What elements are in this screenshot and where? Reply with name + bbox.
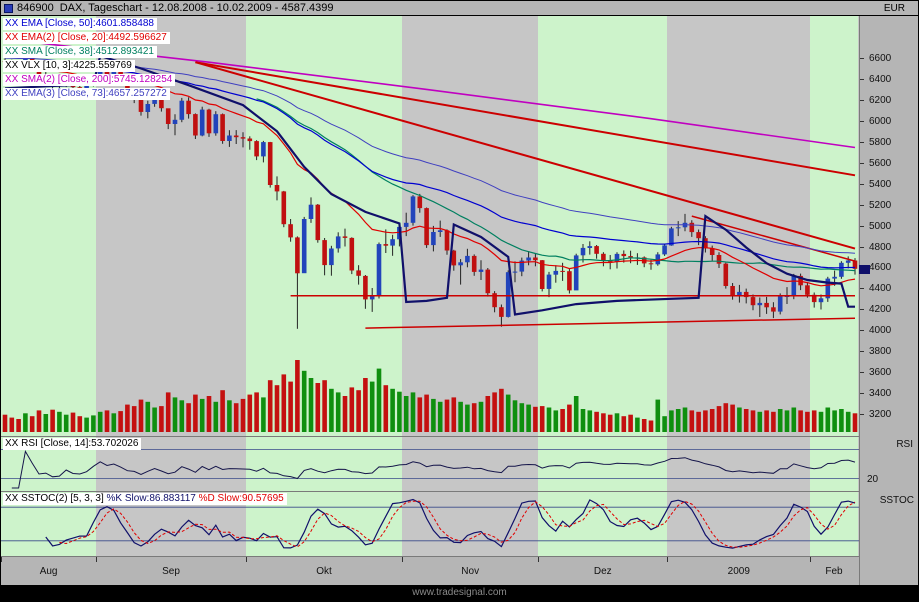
month-label-okt: Okt xyxy=(316,566,332,577)
price-tick-label: 5800 xyxy=(869,136,892,148)
indicator-label-1[interactable]: XX EMA(2) [Close, 20]:4492.596627 xyxy=(3,32,170,44)
price-tick-mark xyxy=(860,351,864,353)
price-tick-label: 3600 xyxy=(869,367,892,379)
indicator-label-3[interactable]: XX VLX [10, 3]:4225.559769 xyxy=(3,60,135,72)
month-tick xyxy=(96,557,98,562)
price-tick-mark xyxy=(860,99,864,101)
month-bands-layer xyxy=(1,16,859,557)
time-axis[interactable]: Aug Sep Okt Nov Dez 2009 Feb xyxy=(1,557,859,585)
axis-separator xyxy=(859,16,860,585)
drawing-trendline-0 xyxy=(195,61,856,177)
indicator-legend: XX EMA [Close, 50]:4601.858488 XX EMA(2) … xyxy=(3,18,176,102)
volume-bars xyxy=(2,360,858,432)
rsi-canvas[interactable] xyxy=(1,437,859,491)
price-tick-mark xyxy=(860,225,864,227)
indicator-label-2[interactable]: XX SMA [Close, 38]:4512.893421 xyxy=(3,46,157,58)
month-label-dez: Dez xyxy=(593,566,612,577)
drawing-trendline-1 xyxy=(195,61,856,250)
price-tick-mark xyxy=(860,288,864,290)
price-tick-label: 5400 xyxy=(869,178,892,190)
drawing-trendline-2 xyxy=(691,215,856,262)
stoch-d-line xyxy=(59,500,856,548)
price-tick-label: 4000 xyxy=(869,325,892,337)
watermark-bar: www.tradesignal.com xyxy=(1,585,918,601)
month-tick xyxy=(667,557,669,562)
month-label-sep: Sep xyxy=(162,566,180,577)
month-label-aug: Aug xyxy=(39,566,58,577)
price-tick-mark xyxy=(860,414,864,415)
sstoc-d-value: %D Slow:90.57695 xyxy=(195,493,284,504)
price-tick-label: 3800 xyxy=(869,346,892,358)
rsi-axis-title: RSI xyxy=(896,439,913,450)
price-tick-mark xyxy=(860,162,864,164)
title-bar: 846900 DAX, Tageschart - 12.08.2008 - 10… xyxy=(1,1,918,16)
price-tick-label: 4400 xyxy=(869,283,892,295)
sstoc-k-value: %K Slow:86.883117 xyxy=(106,493,196,504)
instrument-id: 846900 xyxy=(17,2,54,14)
indicator-label-4[interactable]: XX SMA(2) [Close, 200]:5745.128254 xyxy=(3,74,176,86)
month-tick xyxy=(810,557,812,562)
month-label-feb: Feb xyxy=(825,566,843,577)
price-tick-label: 3200 xyxy=(869,409,892,420)
rsi-tick-label: 20 xyxy=(867,474,879,486)
indicator-label-5[interactable]: XX EMA(3) [Close, 73]:4657.257272 xyxy=(3,88,170,100)
sstoc-canvas[interactable] xyxy=(1,492,859,556)
sstoc-axis-title: SSTOC xyxy=(879,495,914,506)
price-tick-mark xyxy=(860,141,864,143)
watermark: www.tradesignal.com xyxy=(412,587,507,598)
indicator-label-0[interactable]: XX EMA [Close, 50]:4601.858488 xyxy=(3,18,157,30)
price-tick-mark xyxy=(860,58,864,59)
rsi-line xyxy=(11,449,856,489)
price-tick-mark xyxy=(860,330,864,332)
price-tick-label: 6200 xyxy=(869,94,892,106)
month-tick xyxy=(245,557,247,562)
rsi-indicator-label[interactable]: XX RSI [Close, 14]:53.702026 xyxy=(3,438,142,450)
month-tick xyxy=(538,557,540,562)
sstoc-indicator-label[interactable]: XX SSTOC(2) [5, 3, 3] %K Slow:86.883117 … xyxy=(3,493,287,505)
month-band-aug xyxy=(1,16,97,557)
month-band-feb xyxy=(810,16,858,557)
price-tick-label: 5600 xyxy=(869,157,892,169)
last-price-marker xyxy=(859,264,870,274)
price-tick-label: 4200 xyxy=(869,304,892,316)
price-tick-mark xyxy=(860,183,864,185)
price-axis[interactable]: RSI SSTOC 6600 6400 6200 6000 5800 5600 5400 52… xyxy=(860,16,918,585)
price-tick-label: 4800 xyxy=(869,241,892,253)
price-tick-mark xyxy=(860,120,864,122)
sma38-line xyxy=(256,98,856,272)
month-tick xyxy=(1,557,2,562)
price-tick-mark xyxy=(860,246,864,248)
price-tick-mark xyxy=(860,372,864,374)
price-tick-mark xyxy=(860,204,864,206)
panel-separator xyxy=(1,491,859,492)
stoch-k-line xyxy=(45,498,856,549)
month-tick xyxy=(402,557,404,562)
panel-separator xyxy=(1,436,859,437)
price-tick-mark xyxy=(860,309,864,311)
panel-separator xyxy=(1,556,859,557)
price-tick-label: 6000 xyxy=(869,115,892,127)
price-tick-mark xyxy=(860,78,864,80)
ema73-line xyxy=(4,57,856,254)
month-label-nov: Nov xyxy=(461,566,480,577)
sstoc-label-prefix: XX SSTOC(2) [5, 3, 3] xyxy=(5,493,107,504)
price-tick-mark xyxy=(860,393,864,395)
vlx-line xyxy=(4,54,855,316)
price-tick-label: 4600 xyxy=(869,262,892,274)
chart-window-icon xyxy=(4,3,13,13)
month-label-2009: 2009 xyxy=(727,566,750,577)
price-tick-label: 5200 xyxy=(869,199,892,211)
price-tick-label: 5000 xyxy=(869,220,892,232)
price-tick-label: 3400 xyxy=(869,388,892,400)
candles xyxy=(2,52,858,329)
currency-label: EUR xyxy=(883,2,905,14)
chart-title: DAX, Tageschart - 12.08.2008 - 10.02.200… xyxy=(59,2,334,14)
price-tick-label: 6400 xyxy=(869,73,892,85)
price-tick-label: 6600 xyxy=(869,53,892,64)
drawing-trendline-4 xyxy=(365,317,856,329)
